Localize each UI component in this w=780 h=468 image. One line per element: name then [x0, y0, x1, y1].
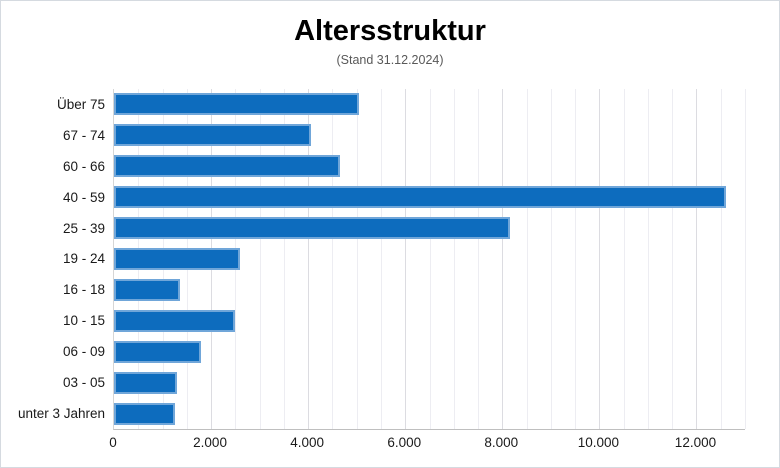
category-label: 60 - 66 — [62, 158, 105, 174]
major-gridline — [405, 89, 407, 429]
minor-gridline — [283, 89, 285, 429]
minor-gridline — [380, 89, 382, 429]
category-label: 67 - 74 — [62, 127, 105, 143]
x-tick-label: 12.000 — [674, 435, 717, 450]
minor-gridline — [429, 89, 431, 429]
x-tick-label: 6.000 — [387, 435, 422, 450]
minor-gridline — [550, 89, 552, 429]
x-axis-tick-labels: 0 2.000 4.000 6.000 8.000 10.000 12.000 — [1, 435, 779, 457]
category-label: 16 - 18 — [62, 282, 105, 298]
minor-gridline — [356, 89, 358, 429]
category-label: Über 75 — [56, 96, 105, 112]
bar-60-66 — [114, 155, 340, 178]
minor-gridline — [332, 89, 334, 429]
bar-25-39 — [114, 217, 510, 240]
y-axis-category-labels: Über 75 67 - 74 60 - 66 40 - 59 25 - 39 19 - … — [1, 89, 105, 429]
major-gridline — [599, 89, 601, 429]
bar-06-09 — [114, 340, 202, 363]
x-tick-label: 4.000 — [290, 435, 325, 450]
minor-gridline — [259, 89, 261, 429]
chart-title: Altersstruktur — [294, 15, 486, 47]
minor-gridline — [672, 89, 674, 429]
x-tick-label: 0 — [109, 435, 117, 450]
category-label: 06 - 09 — [62, 344, 105, 360]
minor-gridline — [575, 89, 577, 429]
minor-gridline — [623, 89, 625, 429]
chart-subtitle: (Stand 31.12.2024) — [336, 53, 444, 67]
category-label: 25 - 39 — [62, 220, 105, 236]
category-label: unter 3 Jahren — [17, 406, 105, 422]
category-label: 10 - 15 — [62, 313, 105, 329]
major-gridline — [696, 89, 698, 429]
major-gridline — [308, 89, 310, 429]
bar-unter-3-jahren — [114, 402, 175, 425]
bar-10-15 — [114, 309, 236, 332]
x-tick-label: 8.000 — [484, 435, 519, 450]
minor-gridline — [647, 89, 649, 429]
minor-gridline — [720, 89, 722, 429]
bar-67-74 — [114, 124, 311, 147]
bar--ber-75 — [114, 93, 360, 116]
category-label: 03 - 05 — [62, 375, 105, 391]
bar-16-18 — [114, 278, 180, 301]
x-tick-label: 10.000 — [577, 435, 620, 450]
bar-03-05 — [114, 371, 178, 394]
category-label: 40 - 59 — [62, 189, 105, 205]
minor-gridline — [453, 89, 455, 429]
bar-19-24 — [114, 248, 241, 270]
bar-40-59 — [114, 186, 726, 209]
category-label: 19 - 24 — [62, 251, 105, 267]
minor-gridline — [478, 89, 480, 429]
minor-gridline — [745, 89, 746, 429]
major-gridline — [502, 89, 504, 429]
x-tick-label: 2.000 — [193, 435, 227, 450]
minor-gridline — [526, 89, 528, 429]
plot-area — [113, 89, 746, 430]
